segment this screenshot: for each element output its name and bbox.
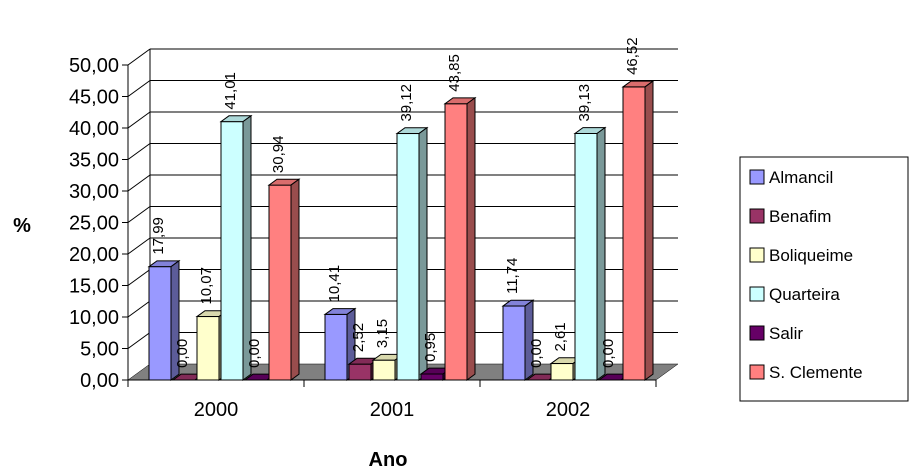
bar-side bbox=[242, 114, 252, 381]
x-tick-label: 2002 bbox=[546, 399, 591, 421]
data-label: 41,01 bbox=[222, 72, 239, 110]
bar-front bbox=[502, 305, 526, 381]
bar-side bbox=[170, 259, 180, 381]
data-labels: 17,99 0,00 10,07 41,01 0,00 30,94 10,41 2,52 3,1… bbox=[150, 37, 641, 368]
gridline-side bbox=[127, 300, 151, 318]
data-label: 2,61 bbox=[552, 322, 569, 351]
data-label: 0,00 bbox=[528, 339, 545, 368]
bar bbox=[395, 126, 429, 381]
y-tick-label: 15,00 bbox=[69, 276, 119, 298]
data-label: 46,52 bbox=[624, 37, 641, 75]
x-tick-label: 2001 bbox=[370, 399, 415, 421]
category-labels: 2000 2001 2002 bbox=[194, 399, 591, 421]
y-tick-label: 40,00 bbox=[69, 118, 119, 140]
bar bbox=[573, 126, 607, 381]
data-label: 2,52 bbox=[350, 323, 367, 352]
bar-front bbox=[220, 121, 244, 381]
legend-label: Benafim bbox=[769, 207, 831, 226]
legend-box bbox=[739, 156, 909, 402]
legend-swatch bbox=[749, 169, 765, 185]
bar-front bbox=[444, 103, 468, 381]
bar-side bbox=[644, 80, 654, 381]
bar-front bbox=[196, 316, 220, 381]
legend-label: Salir bbox=[769, 324, 803, 343]
gridline-side bbox=[127, 111, 151, 129]
bar-side bbox=[596, 126, 606, 381]
y-tick-label: 50,00 bbox=[69, 55, 119, 77]
gridline-side bbox=[127, 143, 151, 160]
x-tick-label: 2000 bbox=[194, 399, 239, 421]
y-tick-label: 20,00 bbox=[69, 244, 119, 266]
gridline-side bbox=[127, 237, 151, 255]
gridline-side bbox=[127, 80, 151, 97]
bar-front bbox=[396, 133, 420, 381]
data-label: 39,12 bbox=[398, 84, 415, 122]
gridline-side bbox=[127, 48, 151, 66]
legend-swatch bbox=[749, 364, 765, 380]
y-tick-label: 25,00 bbox=[69, 213, 119, 235]
bar-front bbox=[148, 266, 172, 381]
axes: 0,00 5,00 10,00 15,00 20,00 25,00 30,00 35,00 40… bbox=[69, 55, 657, 392]
bar-front bbox=[420, 373, 444, 381]
bar-side bbox=[290, 178, 300, 381]
legend-label: Almancil bbox=[769, 168, 833, 187]
legend-swatch bbox=[749, 247, 765, 263]
bar-front bbox=[574, 132, 598, 381]
data-label: 30,94 bbox=[270, 136, 287, 174]
bar-front bbox=[622, 86, 646, 381]
bar-side bbox=[466, 96, 476, 381]
y-tick-label: 0,00 bbox=[80, 370, 119, 392]
legend-label: Quarteira bbox=[769, 285, 840, 304]
bar bbox=[621, 80, 655, 381]
data-label: 0,95 bbox=[422, 333, 439, 362]
y-tick-label: 45,00 bbox=[69, 87, 119, 109]
legend-swatch bbox=[749, 286, 765, 302]
data-label: 10,41 bbox=[326, 265, 343, 303]
data-label: 43,85 bbox=[446, 54, 463, 92]
data-label: 17,99 bbox=[150, 217, 167, 255]
data-label: 0,00 bbox=[174, 339, 191, 368]
data-label: 11,74 bbox=[504, 258, 521, 294]
bar-side bbox=[524, 299, 534, 381]
bar-front bbox=[324, 313, 348, 381]
y-axis-title: % bbox=[13, 215, 31, 237]
bars bbox=[147, 80, 655, 381]
gridline-side bbox=[127, 269, 151, 286]
bar-front bbox=[348, 363, 372, 381]
x-axis-title: Ano bbox=[369, 449, 408, 471]
legend-label: Boliqueime bbox=[769, 246, 853, 265]
bar bbox=[501, 299, 535, 381]
data-label: 0,00 bbox=[600, 339, 617, 368]
data-label: 39,13 bbox=[576, 84, 593, 122]
legend-swatch bbox=[749, 208, 765, 224]
bar bbox=[219, 114, 253, 381]
bar bbox=[267, 178, 301, 381]
bar bbox=[147, 259, 181, 381]
gridline-side bbox=[127, 174, 151, 192]
gridline-side bbox=[127, 332, 151, 349]
data-label: 3,15 bbox=[374, 319, 391, 348]
gridline-side bbox=[127, 206, 151, 223]
bar-front bbox=[268, 184, 292, 381]
data-label: 0,00 bbox=[246, 339, 263, 368]
bar bbox=[443, 96, 477, 381]
y-tick-label: 35,00 bbox=[69, 150, 119, 172]
y-tick-label: 30,00 bbox=[69, 181, 119, 203]
y-tick-label: 5,00 bbox=[80, 339, 119, 361]
data-label: 10,07 bbox=[198, 267, 215, 305]
legend: Almancil Benafim Boliqueime Quarteira Salir S… bbox=[739, 156, 909, 402]
y-tick-label: 10,00 bbox=[69, 307, 119, 329]
legend-swatch bbox=[749, 325, 765, 341]
legend-label: S. Clemente bbox=[769, 363, 863, 382]
bar-front bbox=[550, 363, 574, 381]
bar-front bbox=[372, 359, 396, 381]
